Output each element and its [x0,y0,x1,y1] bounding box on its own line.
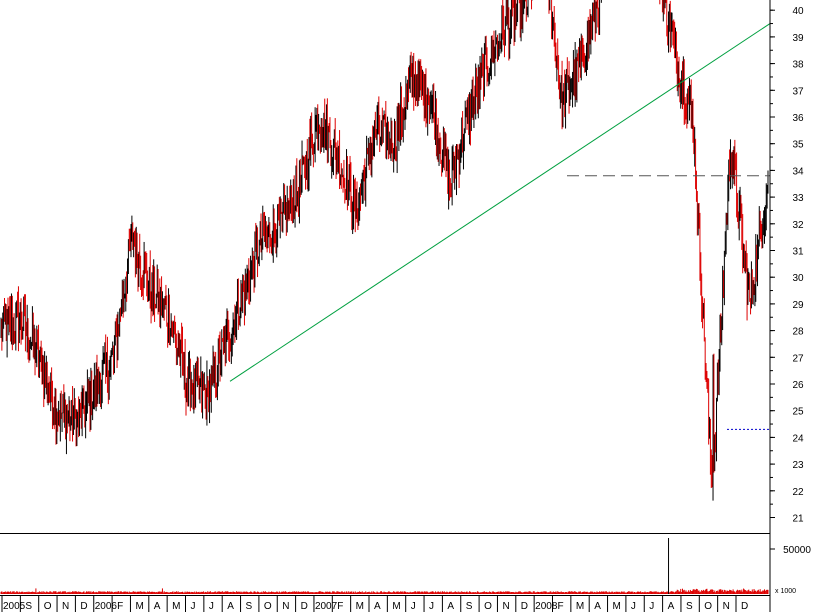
price-tick-label: 32 [792,220,804,231]
x-tick-label: A [594,601,601,612]
x-tick-label: 2008 [535,601,558,612]
volume-tick-label: 50000 [783,545,811,556]
x-tick-label: J [429,601,434,612]
x-tick-label: F [337,601,343,612]
price-tick-label: 26 [792,380,804,391]
x-tick-label: A [374,601,381,612]
price-tick-label: 38 [792,60,804,71]
volume-unit-label: x 1000 [775,588,796,595]
x-tick-label: S [246,601,253,612]
x-tick-label: D [80,601,87,612]
x-tick-label: 2007 [315,601,338,612]
x-tick-label: S [466,601,473,612]
x-tick-label: D [301,601,308,612]
price-tick-label: 31 [792,247,804,258]
x-tick-label: J [191,601,196,612]
price-plot [0,0,769,501]
price-tick-label: 37 [792,86,804,97]
x-tick-label: A [154,601,161,612]
price-tick-label: 27 [792,353,804,364]
x-tick-label: O [484,601,492,612]
price-tick-label: 24 [792,433,804,444]
x-tick-label: A [668,601,675,612]
x-tick-label: O [264,601,272,612]
price-tick-label: 22 [792,487,804,498]
x-tick-label: M [613,601,621,612]
reference-lines [229,23,771,430]
x-tick-label: D [521,601,528,612]
price-tick-label: 34 [792,166,804,177]
x-tick-label: F [558,601,564,612]
price-tick-label: 23 [792,460,804,471]
x-tick-label: M [135,601,143,612]
x-tick-label: J [649,601,654,612]
x-tick-label: 2005 [3,601,26,612]
x-tick-label: J [411,601,416,612]
x-tick-label: O [704,601,712,612]
x-tick-label: A [227,601,234,612]
price-tick-label: 25 [792,407,804,418]
x-tick-label: S [686,601,693,612]
x-tick-label: J [209,601,214,612]
x-tick-label: O [44,601,52,612]
price-tick-label: 40 [792,6,804,17]
price-tick-label: 35 [792,140,804,151]
x-tick-label: N [723,601,730,612]
trendline [229,23,771,382]
x-tick-label: M [392,601,400,612]
x-tick-label: F [117,601,123,612]
x-tick-label: D [741,601,748,612]
x-tick-label: N [282,601,289,612]
x-tick-label: N [502,601,509,612]
x-tick-label: M [576,601,584,612]
price-tick-label: 36 [792,113,804,124]
price-tick-label: 29 [792,300,804,311]
x-tick-label: S [25,601,32,612]
price-tick-label: 39 [792,33,804,44]
price-tick-label: 21 [792,514,804,525]
x-tick-label: J [631,601,636,612]
x-tick-label: M [172,601,180,612]
volume-plot [0,538,769,594]
x-tick-label: 2006 [95,601,118,612]
x-tick-label: N [62,601,69,612]
x-tick-label: A [447,601,454,612]
price-tick-label: 28 [792,327,804,338]
price-tick-label: 33 [792,193,804,204]
price-tick-label: 30 [792,273,804,284]
x-tick-label: M [356,601,364,612]
